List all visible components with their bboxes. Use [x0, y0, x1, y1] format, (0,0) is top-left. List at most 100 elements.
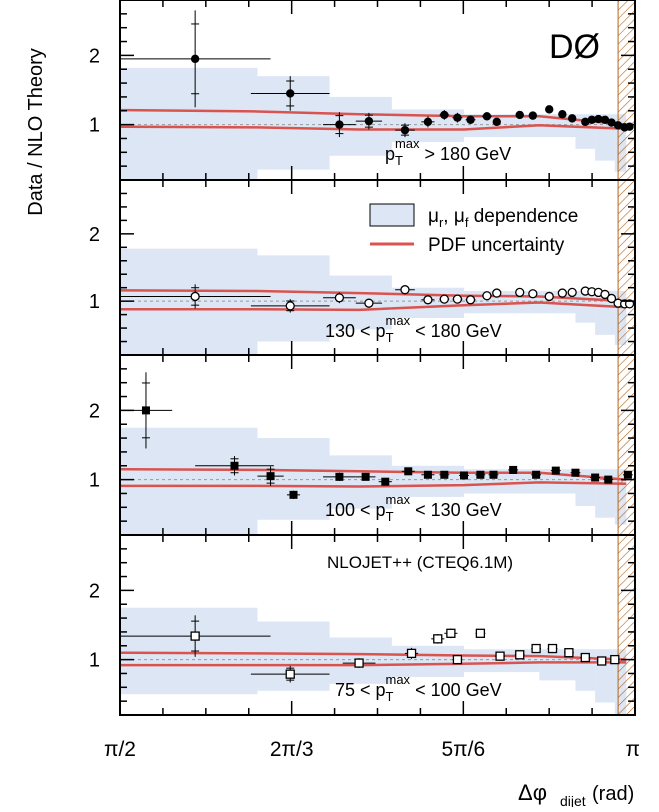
marker-square-open — [433, 634, 443, 644]
data-point — [120, 284, 271, 309]
y-tick-label: 1 — [89, 650, 100, 672]
marker-circle-filled — [286, 89, 295, 98]
y-tick-label: 2 — [89, 224, 100, 246]
pdf-uncertainty-lower — [120, 661, 627, 667]
x-tick-label: 2π/3 — [270, 738, 314, 761]
data-point — [395, 285, 415, 295]
marker-square-open — [597, 656, 607, 666]
marker-square-open — [610, 654, 620, 665]
data-point — [603, 475, 614, 484]
data-point — [600, 115, 610, 124]
data-point — [623, 470, 633, 479]
marker-square-filled — [230, 461, 239, 470]
data-point — [609, 654, 620, 665]
marker-circle-filled — [364, 116, 374, 126]
marker-circle-filled — [607, 118, 616, 127]
data-point — [421, 295, 435, 305]
marker-circle-filled — [423, 117, 433, 127]
data-point — [492, 117, 501, 127]
pdf-uncertainty-lower — [120, 481, 627, 488]
y-tick-label: 2 — [89, 400, 100, 422]
marker-circle-open — [334, 293, 345, 303]
marker-square-filled — [571, 468, 580, 477]
data-point — [444, 628, 458, 639]
data-point — [395, 123, 415, 138]
y-axis-label: Data / NLO Theory — [25, 48, 47, 215]
marker-circle-filled — [466, 115, 475, 124]
data-point — [439, 294, 450, 304]
data-point — [465, 115, 476, 124]
panel-label: 100 < pTmax < 130 GeV — [325, 492, 502, 524]
data-point — [378, 477, 392, 486]
marker-circle-open — [364, 298, 374, 308]
data-point — [421, 116, 435, 128]
x-axis-label: Δφ dijet (rad) — [518, 780, 634, 809]
data-point — [587, 115, 597, 124]
data-point — [404, 647, 419, 659]
panel-1 — [120, 0, 635, 180]
marker-square-filled — [141, 406, 150, 415]
data-point — [323, 292, 356, 304]
data-point — [401, 467, 415, 476]
data-point — [514, 650, 525, 660]
data-point — [120, 10, 271, 108]
data-point — [250, 665, 330, 683]
data-point — [431, 634, 445, 644]
band-segment — [391, 645, 464, 677]
marker-square-open — [531, 643, 541, 654]
marker-square-filled — [361, 472, 370, 481]
data-point — [482, 112, 492, 121]
x-axis-label-unit: (rad) — [592, 783, 634, 805]
marker-square-open — [515, 650, 525, 660]
marker-square-filled — [459, 471, 468, 480]
data-point — [475, 628, 486, 638]
y-tick-label: 1 — [89, 291, 100, 313]
data-point — [286, 490, 301, 499]
data-point — [355, 112, 383, 130]
data-point — [482, 291, 492, 301]
data-point — [439, 470, 450, 479]
marker-square-open — [475, 628, 486, 638]
marker-square-open — [564, 648, 574, 658]
marker-square-filled — [266, 472, 275, 481]
y-tick-label: 1 — [89, 470, 100, 492]
data-point — [531, 643, 542, 654]
marker-square-filled — [423, 470, 432, 479]
marker-circle-open — [606, 293, 617, 304]
excluded-region — [618, 355, 635, 535]
marker-circle-filled — [581, 117, 590, 127]
data-point — [465, 295, 476, 305]
marker-square-filled — [604, 475, 613, 484]
data-point — [567, 287, 577, 298]
data-point — [421, 470, 435, 479]
excluded-region — [618, 535, 635, 715]
band-segment — [329, 275, 392, 330]
data-point — [250, 299, 330, 313]
marker-circle-open — [482, 291, 492, 301]
band-segment — [257, 76, 330, 170]
data-point — [323, 112, 356, 138]
marker-square-filled — [335, 472, 344, 481]
pdf-uncertainty-lower — [120, 124, 627, 131]
data-point — [544, 291, 554, 302]
marker-circle-filled — [335, 120, 344, 129]
y-tick-label: 2 — [89, 45, 100, 67]
marker-circle-open — [567, 287, 577, 298]
marker-square-filled — [381, 477, 390, 486]
pdf-uncertainty-upper — [120, 289, 627, 303]
marker-circle-filled — [528, 111, 538, 120]
x-axis-label-main: Δφ — [518, 780, 547, 805]
marker-circle-filled — [440, 110, 449, 120]
marker-square-open — [495, 651, 505, 661]
marker-circle-open — [544, 291, 554, 302]
marker-circle-filled — [453, 113, 462, 122]
marker-square-filled — [532, 470, 541, 479]
marker-circle-open — [190, 291, 200, 302]
data-point — [557, 288, 567, 298]
legend: μr, μf dependence PDF uncertainty — [369, 203, 578, 256]
band-segment — [120, 427, 258, 535]
marker-square-open — [452, 654, 463, 665]
panel-label: 75 < pTmax < 100 GeV — [335, 672, 502, 704]
